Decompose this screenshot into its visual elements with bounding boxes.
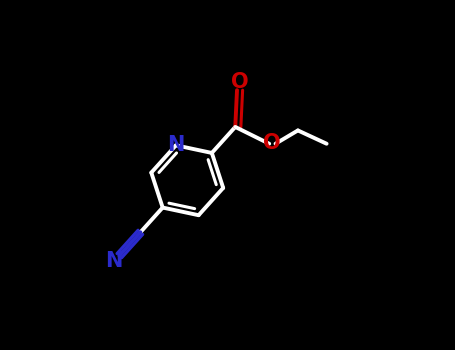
Text: N: N — [167, 135, 185, 155]
Text: N: N — [106, 251, 123, 271]
Text: O: O — [263, 133, 281, 153]
Text: O: O — [231, 72, 248, 92]
